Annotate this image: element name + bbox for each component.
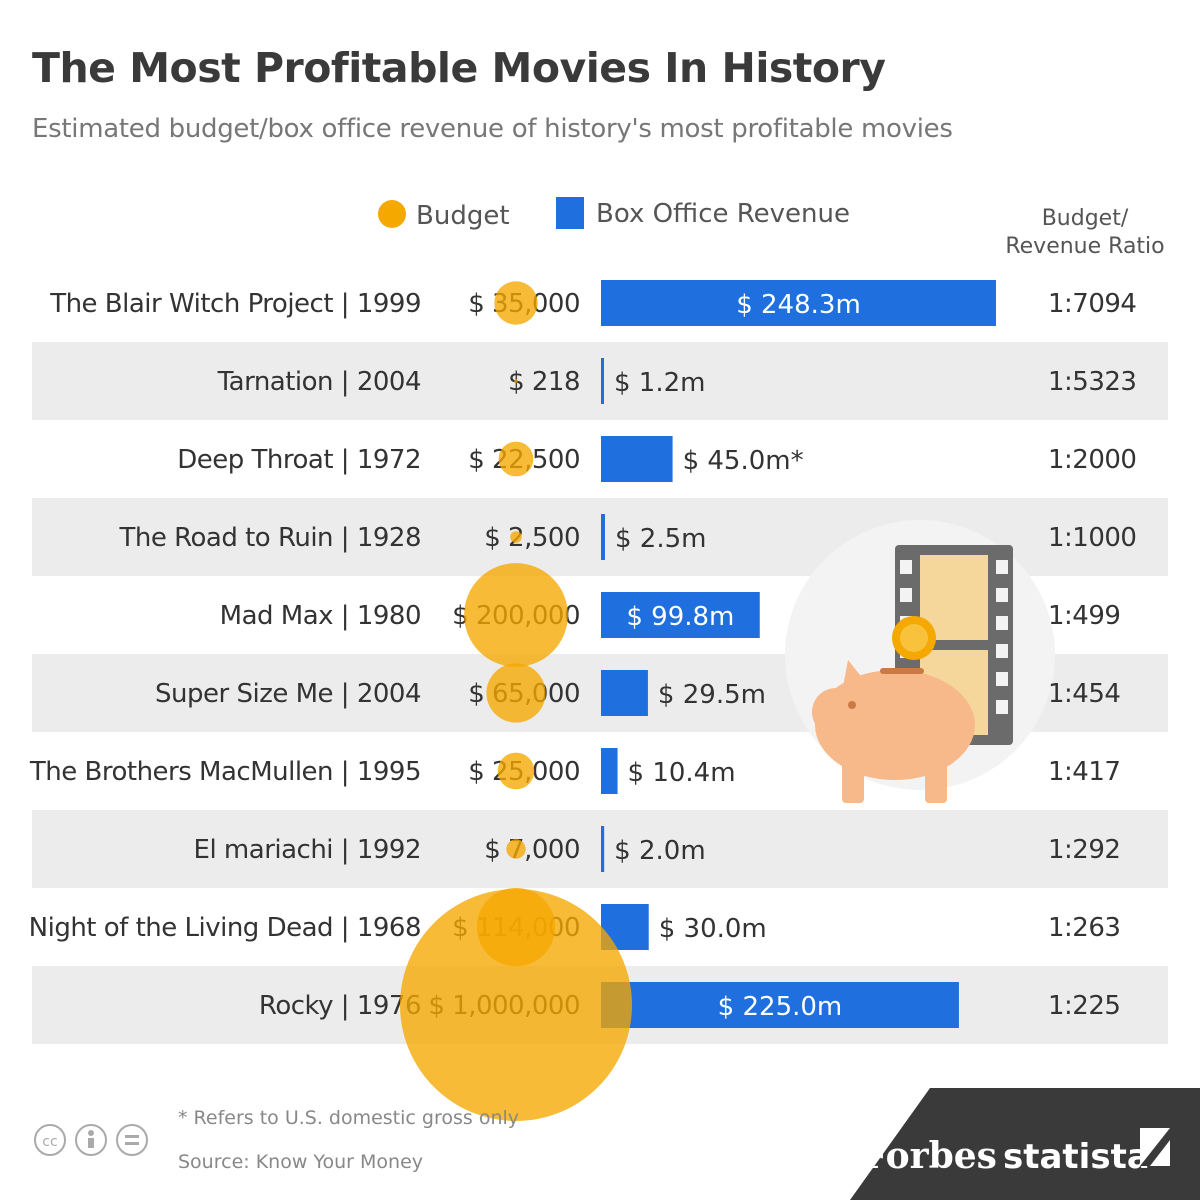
legend: Budget Box Office Revenue bbox=[378, 197, 850, 231]
ratio-label: 1:1000 bbox=[1048, 523, 1136, 553]
by-icon bbox=[75, 1124, 107, 1156]
revenue-bar bbox=[601, 514, 605, 560]
budget-bubble bbox=[400, 889, 632, 1121]
revenue-label: $ 99.8m bbox=[626, 602, 734, 632]
movie-label: El mariachi | 1992 bbox=[194, 835, 421, 865]
illustration bbox=[785, 520, 1055, 803]
ratio-label: 1:499 bbox=[1048, 601, 1120, 631]
revenue-bar bbox=[601, 748, 618, 794]
ratio-header-line2: Revenue Ratio bbox=[1005, 234, 1164, 259]
revenue-label: $ 10.4m bbox=[628, 758, 736, 788]
license-icons: cc bbox=[34, 1124, 148, 1156]
budget-bubble bbox=[497, 752, 535, 790]
statista-logo-icon bbox=[1140, 1128, 1170, 1166]
revenue-bar bbox=[601, 280, 996, 326]
revenue-label: $ 248.3m bbox=[736, 290, 861, 320]
coin-icon bbox=[892, 616, 936, 660]
movie-label: Rocky | 1976 bbox=[259, 991, 421, 1021]
ratio-label: 1:5323 bbox=[1048, 367, 1136, 397]
movie-label: The Road to Ruin | 1928 bbox=[118, 523, 421, 553]
movie-label: Super Size Me | 2004 bbox=[155, 679, 421, 709]
budget-label: $ 218 bbox=[508, 367, 580, 397]
row-band bbox=[32, 810, 1168, 888]
movie-label: Deep Throat | 1972 bbox=[177, 445, 421, 475]
revenue-bar bbox=[601, 826, 605, 872]
row-band bbox=[32, 342, 1168, 420]
revenue-bar bbox=[601, 670, 648, 716]
budget-label: $ 2,500 bbox=[484, 523, 580, 553]
legend-budget-label: Budget bbox=[416, 201, 510, 231]
ratio-label: 1:417 bbox=[1048, 757, 1120, 787]
ratio-label: 1:263 bbox=[1048, 913, 1120, 943]
movie-label: Tarnation | 2004 bbox=[217, 367, 421, 397]
movie-label: Mad Max | 1980 bbox=[220, 601, 421, 631]
revenue-label: $ 2.5m bbox=[615, 524, 706, 554]
page-title: The Most Profitable Movies In History bbox=[32, 44, 886, 92]
movie-label: The Brothers MacMullen | 1995 bbox=[29, 757, 421, 787]
ratio-label: 1:7094 bbox=[1048, 289, 1136, 319]
budget-bubble bbox=[514, 379, 518, 383]
budget-bubble bbox=[494, 281, 538, 325]
source-note: Source: Know Your Money bbox=[178, 1151, 423, 1173]
revenue-bar bbox=[601, 436, 673, 482]
revenue-label: $ 225.0m bbox=[718, 992, 843, 1022]
ratio-header-line1: Budget/ bbox=[1042, 206, 1129, 231]
cc-icon: cc bbox=[34, 1124, 66, 1156]
footer: cc * Refers to U.S. domestic gross only … bbox=[34, 1088, 1200, 1200]
budget-bubble bbox=[486, 663, 546, 723]
budget-bubbles bbox=[400, 281, 632, 1121]
page-subtitle: Estimated budget/box office revenue of h… bbox=[32, 114, 953, 144]
revenue-bar bbox=[601, 982, 959, 1028]
budget-bubble bbox=[464, 563, 568, 667]
budget-bubble bbox=[506, 839, 526, 859]
legend-revenue-swatch bbox=[556, 197, 584, 229]
ratio-label: 1:454 bbox=[1048, 679, 1120, 709]
revenue-label: $ 30.0m bbox=[659, 914, 767, 944]
row-bands bbox=[32, 342, 1168, 1044]
revenue-label: $ 1.2m bbox=[614, 368, 705, 398]
revenue-label: $ 29.5m bbox=[658, 680, 766, 710]
forbes-logo: Forbes bbox=[862, 1135, 997, 1177]
revenue-bar bbox=[601, 592, 760, 638]
movie-label: Night of the Living Dead | 1968 bbox=[29, 913, 421, 943]
ratio-label: 1:292 bbox=[1048, 835, 1120, 865]
piggy-bank-icon bbox=[812, 660, 975, 803]
statista-logo: statista bbox=[1003, 1137, 1150, 1177]
budget-bubble bbox=[510, 531, 522, 543]
footnote: * Refers to U.S. domestic gross only bbox=[178, 1107, 519, 1129]
ratio-label: 1:225 bbox=[1048, 991, 1120, 1021]
movie-label: The Blair Witch Project | 1999 bbox=[49, 289, 421, 319]
svg-text:cc: cc bbox=[42, 1134, 57, 1150]
revenue-label: $ 2.0m bbox=[614, 836, 705, 866]
budget-label: $ 7,000 bbox=[484, 835, 580, 865]
ratio-label: 1:2000 bbox=[1048, 445, 1136, 475]
nd-icon bbox=[116, 1124, 148, 1156]
legend-revenue-label: Box Office Revenue bbox=[596, 199, 850, 229]
brand-panel bbox=[850, 1088, 1200, 1200]
budget-bubble bbox=[498, 441, 534, 477]
revenue-bar bbox=[601, 358, 604, 404]
revenue-label: $ 45.0m* bbox=[683, 446, 804, 476]
legend-budget-swatch bbox=[378, 200, 406, 228]
